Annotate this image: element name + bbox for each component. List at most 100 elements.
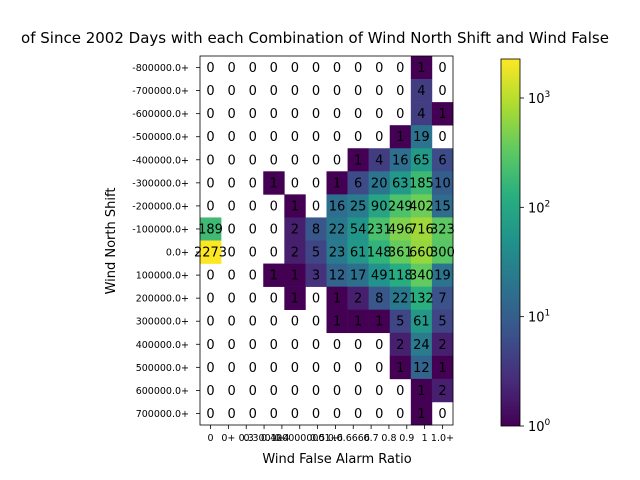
cell-value-label: 0 (333, 338, 341, 353)
heatmap-cell (347, 148, 369, 172)
heatmap-cell (368, 217, 391, 241)
cell-value-label: 0 (270, 153, 278, 168)
cell-value-label: 0 (354, 338, 362, 353)
heatmap-cell (410, 401, 433, 426)
cell-value-label: 2 (438, 384, 446, 399)
cell-value-label: 0 (312, 384, 320, 399)
cell-value-label: 0 (438, 61, 446, 76)
heatmap-cell (347, 217, 369, 241)
heatmap-cell (389, 194, 412, 218)
cell-value-label: 0 (249, 130, 257, 145)
cell-value-label: 2 (396, 338, 404, 353)
cell-value-label: 0 (270, 338, 278, 353)
cell-value-label: 0 (396, 407, 404, 422)
heatmap-cell (389, 263, 412, 287)
cell-value-label: 0 (270, 130, 278, 145)
heatmap-cell (347, 263, 369, 287)
cell-value-label: 0 (270, 292, 278, 307)
heatmap-cell (200, 217, 222, 241)
cell-value-label: 0 (270, 246, 278, 261)
cell-value-label: 0 (270, 384, 278, 399)
cell-value-label: 189 (198, 222, 223, 237)
cell-value-label: 22 (392, 292, 409, 307)
cell-value-label: 716 (409, 222, 434, 237)
cell-value-label: 0 (354, 407, 362, 422)
heatmap-cell (368, 263, 391, 287)
cell-value-label: 5 (438, 315, 446, 330)
y-tick-label: -500000.0+ (132, 132, 189, 143)
heatmap-cell (410, 194, 433, 218)
cell-value-label: 0 (354, 84, 362, 99)
cell-value-label: 2 (354, 292, 362, 307)
cell-value-label: 1 (417, 61, 425, 76)
heatmap-cell (410, 332, 433, 357)
cell-value-label: 0 (396, 84, 404, 99)
cell-value-label: 0 (206, 269, 214, 284)
heatmap-cell (326, 194, 348, 218)
heatmap-cell (431, 378, 454, 403)
cell-value-label: 361 (388, 246, 413, 261)
cell-value-label: 1 (438, 107, 446, 122)
cell-value-label: 22 (329, 222, 346, 237)
cell-value-label: 0 (312, 107, 320, 122)
cell-value-label: 0 (354, 107, 362, 122)
cell-value-label: 0 (249, 338, 257, 353)
heatmap-cell (410, 56, 433, 80)
x-tick-label: 0.7 (364, 433, 379, 444)
cell-value-label: 0 (206, 338, 214, 353)
cell-value-label: 4 (375, 153, 383, 168)
cell-value-label: 0 (438, 407, 446, 422)
x-tick-label: 0.6666 (337, 433, 370, 444)
heatmap-cell (410, 263, 433, 287)
heatmap-cell (431, 263, 454, 287)
cell-value-label: 0 (227, 407, 235, 422)
cell-value-label: 0 (206, 407, 214, 422)
heatmap-cell (389, 125, 412, 149)
cell-value-label: 1 (291, 269, 299, 284)
heatmap-cell (431, 286, 454, 310)
cell-value-label: 0 (312, 176, 320, 191)
cell-value-label: 6 (438, 153, 446, 168)
y-tick-label: 300000.0+ (136, 317, 189, 328)
y-tick-label: 0.0+ (166, 248, 189, 259)
y-tick-label: 200000.0+ (136, 294, 189, 305)
heatmap-cell (389, 240, 412, 264)
heatmap-cell (326, 286, 348, 310)
x-tick-label: 0.5 (310, 433, 325, 444)
heatmap-cell (347, 286, 369, 310)
heatmap-cell (368, 194, 391, 218)
colorbar-tick-label: 103 (528, 90, 550, 107)
cell-value-label: 0 (249, 384, 257, 399)
x-tick-label: 0+ (221, 433, 235, 444)
heatmap-cell (431, 194, 454, 218)
cell-value-label: 0 (227, 84, 235, 99)
cell-value-label: 0 (375, 130, 383, 145)
cell-value-label: 0 (333, 153, 341, 168)
y-tick-label: -700000.0+ (132, 86, 189, 97)
heatmap-cell (410, 378, 433, 403)
heatmap-cell (410, 125, 433, 149)
cell-value-label: 0 (227, 153, 235, 168)
cell-value-label: 0 (227, 269, 235, 284)
cell-value-label: 12 (329, 269, 346, 284)
cell-value-label: 0 (333, 361, 341, 376)
cell-value-label: 0 (375, 61, 383, 76)
cell-value-label: 0 (206, 384, 214, 399)
cell-value-label: 3 (312, 269, 320, 284)
heatmap-cell (284, 240, 306, 264)
cell-value-label: 1 (396, 361, 404, 376)
cell-value-label: 0 (312, 153, 320, 168)
y-tick-label: -600000.0+ (132, 109, 189, 120)
cell-value-label: 0 (249, 292, 257, 307)
cell-value-label: 0 (375, 407, 383, 422)
cell-value-label: 0 (227, 222, 235, 237)
cell-value-label: 61 (350, 246, 367, 261)
x-tick-label: 1 (422, 433, 428, 444)
cell-value-label: 5 (312, 246, 320, 261)
cell-value-label: 17 (350, 269, 367, 284)
cell-value-label: 0 (270, 361, 278, 376)
cell-value-label: 2 (438, 338, 446, 353)
y-axis-ticks: -800000.0+ -700000.0+ -600000.0+ -500000.0+… (132, 63, 200, 420)
cell-value-label: 0 (396, 107, 404, 122)
cell-value-label: 65 (413, 153, 430, 168)
